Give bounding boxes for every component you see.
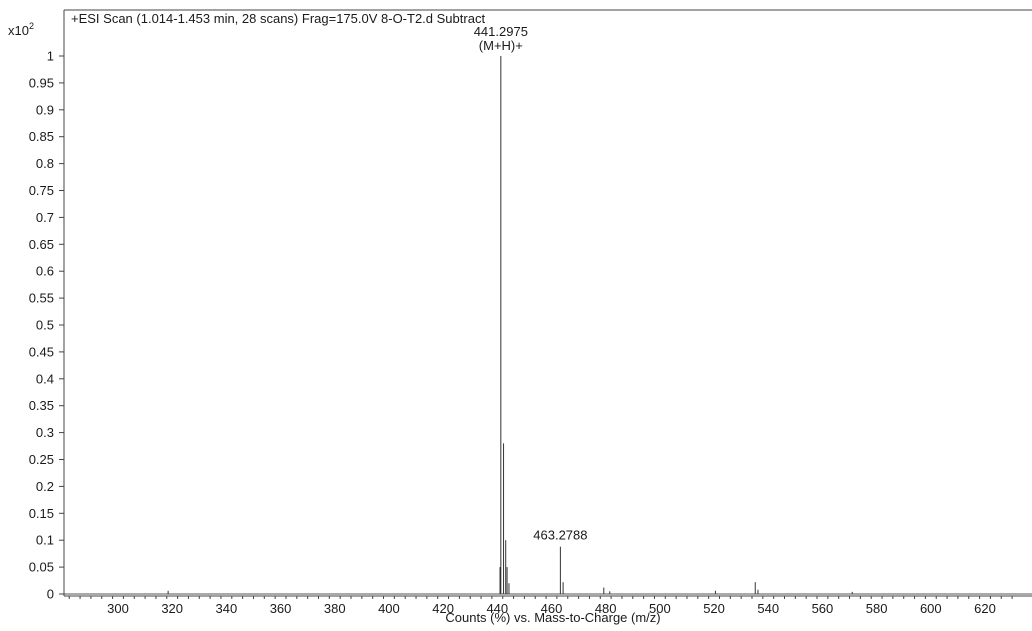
y-tick-label: 0.95 <box>29 75 54 90</box>
peak-mz-label: 463.2788 <box>533 528 587 543</box>
y-tick-label: 0.6 <box>36 264 54 279</box>
peak-mz-label: 441.2975 <box>474 24 528 39</box>
peak-annotations: 441.2975(M+H)+ 463.2788 <box>474 24 588 543</box>
x-tick-label: 340 <box>216 601 238 616</box>
y-tick-label: 0.55 <box>29 291 54 306</box>
chart-title: +ESI Scan (1.014-1.453 min, 28 scans) Fr… <box>71 11 485 26</box>
y-tick-label: 0.7 <box>36 210 54 225</box>
y-tick-label: 0.65 <box>29 237 54 252</box>
y-tick-label: 1 <box>47 49 54 64</box>
x-tick-label: 460 <box>541 601 563 616</box>
x-tick-label: 600 <box>920 601 942 616</box>
y-multiplier-label: x102 <box>8 21 34 38</box>
x-tick-label: 420 <box>432 601 454 616</box>
x-tick-label: 520 <box>703 601 725 616</box>
spectrum-peaks <box>167 56 853 594</box>
y-tick-label: 0.3 <box>36 425 54 440</box>
y-tick-label: 0.4 <box>36 371 54 386</box>
x-tick-label: 440 <box>486 601 508 616</box>
peak-ion-label: (M+H)+ <box>479 38 523 53</box>
y-tick-label: 0.8 <box>36 156 54 171</box>
y-tick-label: 0.05 <box>29 560 54 575</box>
x-tick-label: 380 <box>324 601 346 616</box>
x-tick-label: 480 <box>595 601 617 616</box>
x-tick-label: 620 <box>974 601 996 616</box>
x-axis-label: Counts (%) vs. Mass-to-Charge (m/z) <box>445 610 660 625</box>
y-tick-label: 0.25 <box>29 452 54 467</box>
x-tick-label: 560 <box>812 601 834 616</box>
x-tick-label: 540 <box>757 601 779 616</box>
x-tick-label: 400 <box>378 601 400 616</box>
y-tick-label: 0.85 <box>29 129 54 144</box>
x-tick-label: 300 <box>107 601 129 616</box>
y-tick-label: 0.9 <box>36 102 54 117</box>
y-tick-label: 0.15 <box>29 506 54 521</box>
y-axis: 0 0.05 0.1 0.15 0.2 0.25 0.3 0.35 0.4 0.45 0.5 0.55… <box>29 49 64 602</box>
y-tick-label: 0.75 <box>29 183 54 198</box>
y-tick-label: 0.1 <box>36 533 54 548</box>
y-tick-label: 0.2 <box>36 479 54 494</box>
x-tick-label: 580 <box>866 601 888 616</box>
x-tick-label: 320 <box>161 601 183 616</box>
y-tick-label: 0.45 <box>29 344 54 359</box>
x-axis: 300 320 340 360 380 400 420 440 460 480 500 520 540 5… <box>68 596 1013 616</box>
y-tick-label: 0.5 <box>36 318 54 333</box>
x-tick-label: 360 <box>270 601 292 616</box>
x-tick-label: 500 <box>649 601 671 616</box>
y-tick-label: 0 <box>47 587 54 602</box>
plot-frame <box>63 9 1032 597</box>
y-tick-label: 0.35 <box>29 398 54 413</box>
